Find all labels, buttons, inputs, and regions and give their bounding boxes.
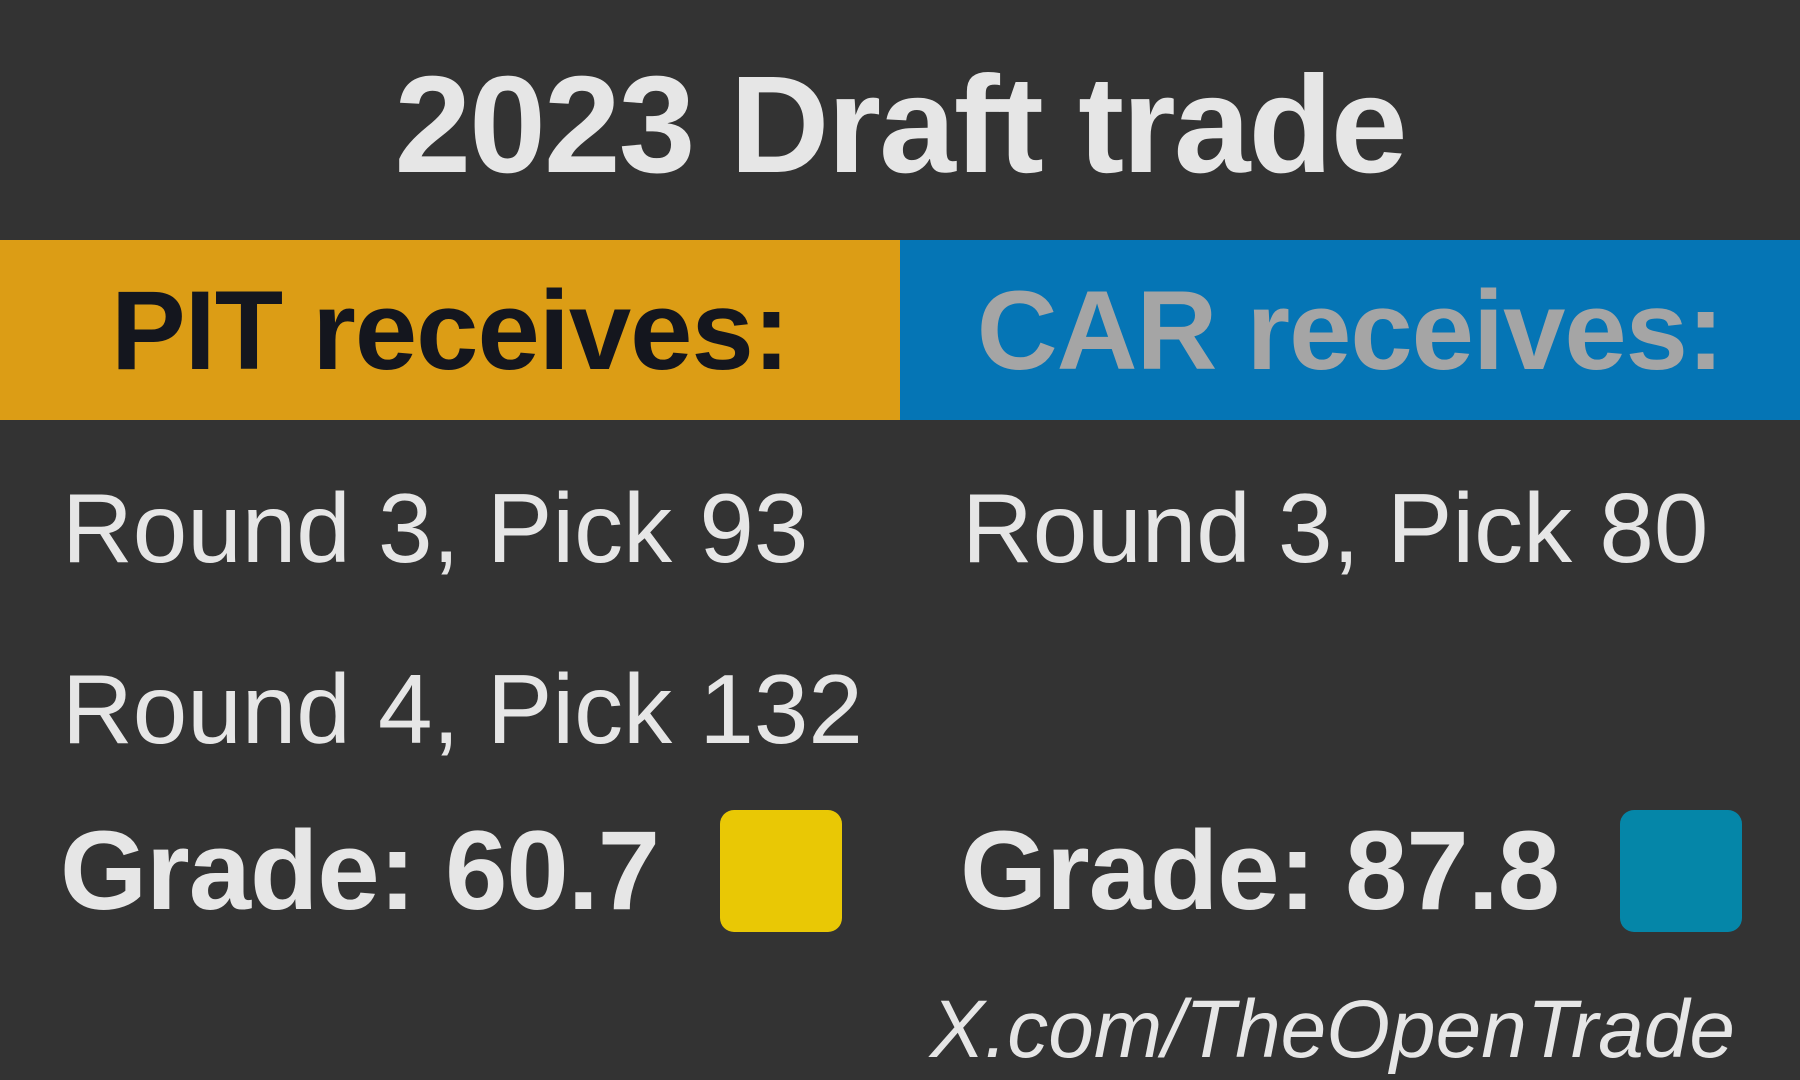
page-title: 2023 Draft trade	[394, 47, 1407, 202]
pit-grade: Grade: 60.7	[60, 807, 660, 933]
pit-grade-swatch	[720, 810, 842, 932]
pit-grade-row: Grade: 60.7	[60, 808, 660, 933]
pit-pick-1: Round 3, Pick 93	[62, 473, 809, 583]
car-grade: Grade: 87.8	[960, 807, 1560, 933]
pit-header: PIT receives:	[0, 240, 900, 420]
pit-pick-2: Round 4, Pick 132	[62, 654, 863, 764]
car-grade-swatch	[1620, 810, 1742, 932]
car-pick-1: Round 3, Pick 80	[962, 473, 1709, 583]
car-header: CAR receives:	[900, 240, 1800, 420]
car-grade-row: Grade: 87.8	[960, 808, 1560, 933]
footer-credit: X.com/TheOpenTrade	[929, 984, 1735, 1075]
